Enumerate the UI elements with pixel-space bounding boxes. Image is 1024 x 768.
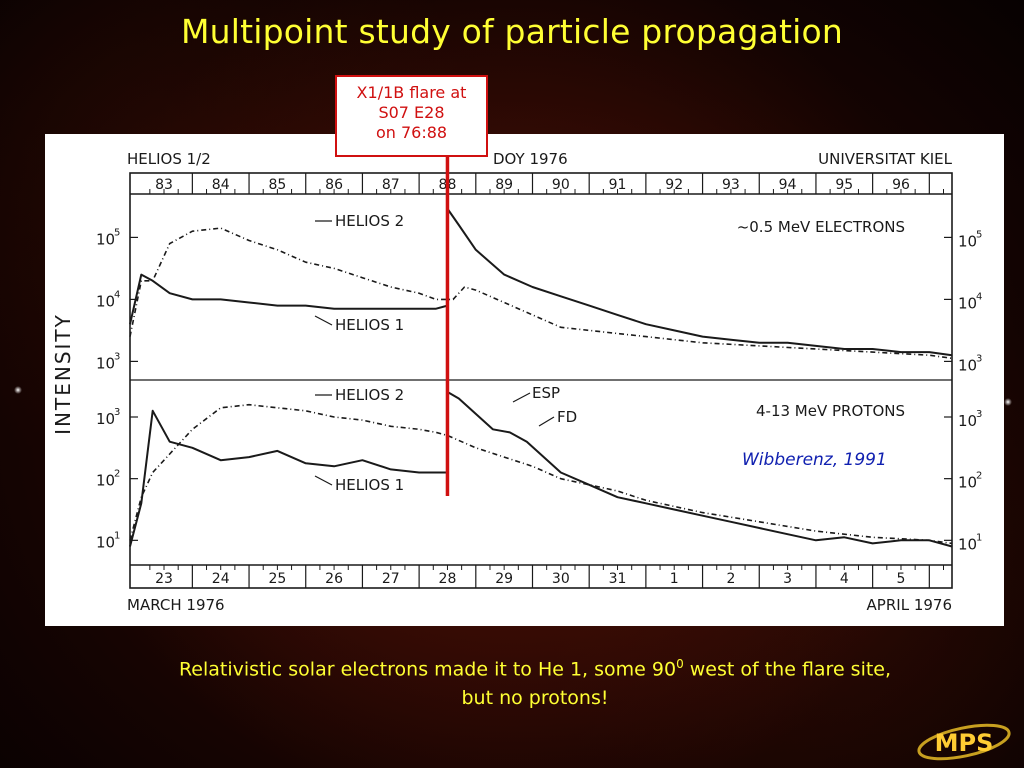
- annotation-fd-leader: [538, 416, 555, 427]
- series-line-helios-2: [129, 391, 953, 548]
- series-line-helios-1: [129, 403, 953, 545]
- date-tick-label: 31: [609, 571, 627, 587]
- doy-tick-label: 90: [552, 177, 570, 193]
- date-tick-label: 4: [840, 571, 849, 587]
- flare-time-label: on 76:88: [375, 123, 448, 142]
- citation: Wibberenz, 1991: [742, 450, 887, 470]
- date-tick-label: 2: [726, 571, 735, 587]
- series-line-helios-2: [129, 208, 953, 357]
- date-tick-label: 30: [552, 571, 570, 587]
- y-tick-label-right: 10: [958, 294, 977, 312]
- y-tick-exp-right: 3: [976, 353, 982, 364]
- caption-degree-sup: 0: [676, 657, 684, 671]
- date-tick-label: 24: [212, 571, 230, 587]
- flare-class-label: X1/1B flare at: [356, 83, 467, 102]
- y-tick-exp-left: 5: [114, 227, 120, 238]
- doy-tick-label: 95: [835, 177, 853, 193]
- doy-tick-label: 92: [665, 177, 683, 193]
- y-tick-label-right: 10: [958, 535, 977, 553]
- series-line-helios-1: [129, 227, 953, 360]
- bottom-label-right: APRIL 1976: [867, 596, 952, 614]
- caption-text-1: Relativistic solar electrons made it to …: [178, 658, 677, 681]
- y-tick-exp-right: 4: [976, 291, 982, 302]
- slide-title: Multipoint study of particle propagation: [180, 12, 844, 51]
- figure-header-center: DOY 1976: [493, 150, 568, 168]
- y-tick-label-right: 10: [958, 232, 977, 250]
- y-tick-exp-left: 3: [114, 351, 120, 362]
- panel-title: ~0.5 MeV ELECTRONS: [737, 218, 905, 236]
- y-tick-label-right: 10: [958, 412, 977, 430]
- annotation-esp: ESP: [532, 384, 560, 402]
- slide-caption: Relativistic solar electrons made it to …: [70, 650, 1000, 713]
- flare-info-box: X1/1B flare at S07 E28 on 76:88: [335, 75, 488, 157]
- figure-header-left: HELIOS 1/2: [127, 150, 211, 168]
- y-tick-label-left: 10: [96, 354, 115, 372]
- y-axis-label: INTENSITY: [51, 313, 75, 435]
- series-label-leader: [314, 475, 333, 486]
- date-tick-label: 26: [325, 571, 343, 587]
- figure-header-right: UNIVERSITAT KIEL: [818, 150, 952, 168]
- date-tick-label: 3: [783, 571, 792, 587]
- doy-tick-label: 83: [155, 177, 173, 193]
- y-tick-label-right: 10: [958, 474, 977, 492]
- series-label-helios-1: HELIOS 1: [335, 476, 404, 494]
- y-tick-exp-left: 2: [114, 469, 120, 480]
- doy-tick-label: 85: [268, 177, 286, 193]
- date-tick-label: 25: [268, 571, 286, 587]
- y-tick-label-left: 10: [96, 472, 115, 490]
- star-glint: [14, 386, 22, 394]
- series-label-helios-2: HELIOS 2: [335, 386, 404, 404]
- y-tick-exp-left: 1: [114, 530, 120, 541]
- date-tick-label: 23: [155, 571, 173, 587]
- y-tick-exp-left: 4: [114, 289, 120, 300]
- date-tick-label: 28: [439, 571, 457, 587]
- y-tick-exp-right: 3: [976, 409, 982, 420]
- doy-tick-label: 96: [892, 177, 910, 193]
- doy-tick-label: 93: [722, 177, 740, 193]
- doy-tick-label: 86: [325, 177, 343, 193]
- flare-location-label: S07 E28: [378, 103, 445, 122]
- y-tick-label-left: 10: [96, 230, 115, 248]
- doy-tick-label: 94: [779, 177, 797, 193]
- panel-title: 4-13 MeV PROTONS: [756, 402, 905, 420]
- y-tick-label-left: 10: [96, 410, 115, 428]
- series-label-helios-2: HELIOS 2: [335, 212, 404, 230]
- series-label-helios-1: HELIOS 1: [335, 316, 404, 334]
- doy-tick-label: 89: [495, 177, 513, 193]
- helios-intensity-figure: HELIOS 1/2 DOY 1976 UNIVERSITAT KIEL 83 84 85…: [45, 134, 1004, 626]
- date-tick-label: 29: [495, 571, 513, 587]
- annotation-fd: FD: [557, 408, 577, 426]
- mps-logo: MPS: [917, 723, 1011, 761]
- date-tick-label: 27: [382, 571, 400, 587]
- y-tick-exp-right: 1: [976, 532, 982, 543]
- doy-tick-label: 84: [212, 177, 230, 193]
- y-tick-exp-right: 2: [976, 471, 982, 482]
- y-tick-exp-left: 3: [114, 407, 120, 418]
- y-tick-label-left: 10: [96, 533, 115, 551]
- annotation-esp-leader: [512, 392, 531, 403]
- bottom-label-left: MARCH 1976: [127, 596, 225, 614]
- caption-text-2: west of the flare site,: [683, 658, 892, 681]
- y-tick-label-left: 10: [96, 292, 115, 310]
- doy-tick-label: 87: [382, 177, 400, 193]
- date-tick-label: 1: [670, 571, 679, 587]
- date-tick-label: 5: [897, 571, 906, 587]
- doy-tick-label: 91: [609, 177, 627, 193]
- y-tick-label-right: 10: [958, 356, 977, 374]
- mps-logo-text: MPS: [935, 729, 994, 757]
- caption-text-3: but no protons!: [461, 687, 609, 710]
- y-tick-exp-right: 5: [976, 229, 982, 240]
- intensity-chart: HELIOS 1/2 DOY 1976 UNIVERSITAT KIEL 83 84 85…: [51, 134, 982, 614]
- series-label-leader: [314, 315, 333, 326]
- star-glint: [1004, 398, 1012, 406]
